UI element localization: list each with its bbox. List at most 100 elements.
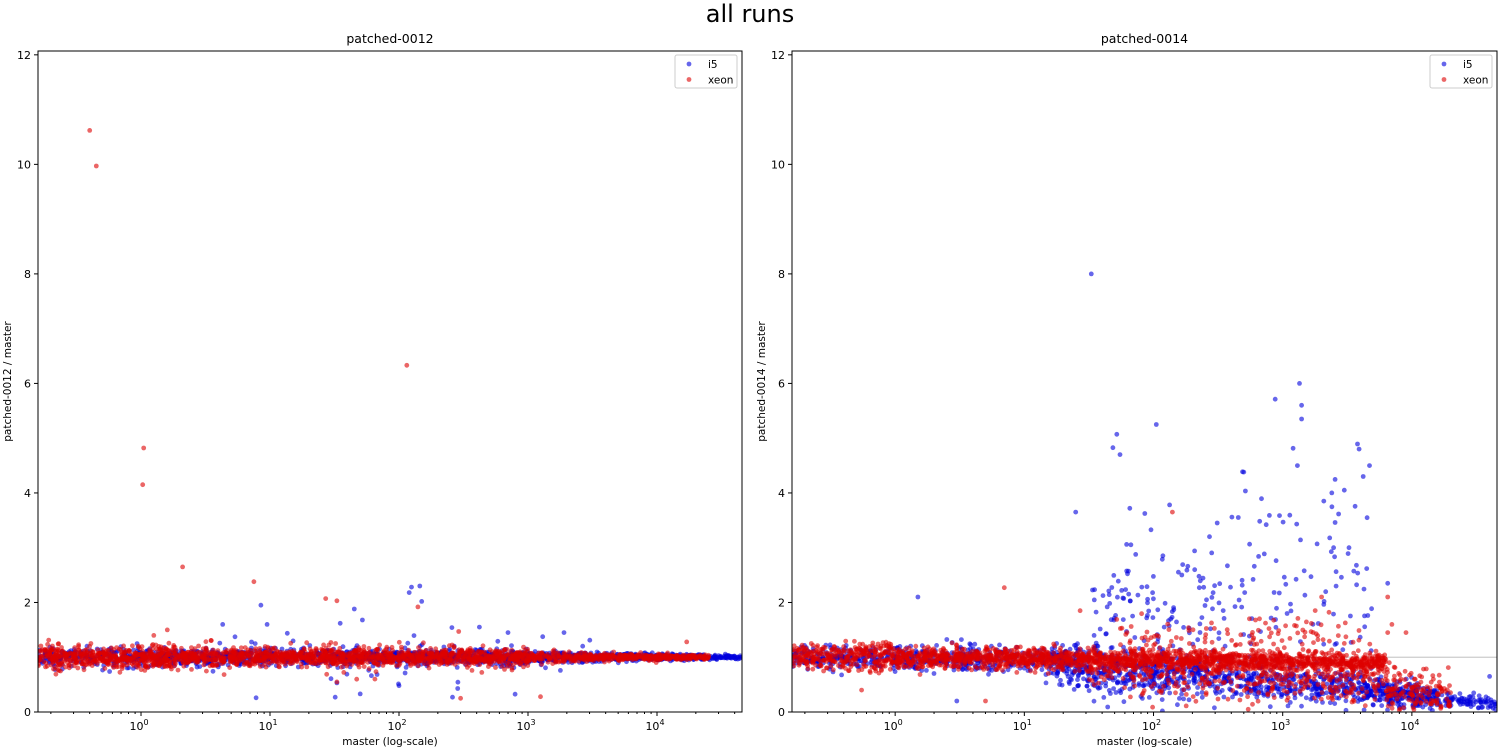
data-point-xeon (203, 657, 208, 662)
data-point-xeon (547, 656, 552, 661)
data-point-i5 (1040, 667, 1045, 672)
data-point-xeon (367, 646, 372, 651)
data-point-i5 (333, 695, 338, 700)
data-point-xeon (374, 669, 379, 674)
data-point-i5 (217, 641, 222, 646)
data-point-xeon (288, 641, 293, 646)
data-point-xeon (397, 640, 402, 645)
data-point-i5 (1177, 696, 1182, 701)
data-point-xeon (510, 653, 515, 658)
data-point-xeon (80, 657, 85, 662)
data-point-xeon (381, 663, 386, 668)
data-point-xeon (347, 658, 352, 663)
data-point-i5 (543, 665, 548, 670)
data-point-i5 (338, 621, 343, 626)
data-point-xeon (684, 640, 689, 645)
data-point-i5 (107, 669, 112, 674)
data-point-xeon (49, 648, 54, 653)
data-point-xeon (452, 644, 457, 649)
data-point-xeon (89, 641, 94, 646)
legend-label-i5: i5 (708, 59, 718, 71)
data-point-xeon (481, 651, 486, 656)
data-point-xeon (334, 658, 339, 663)
data-point-xeon (371, 659, 376, 664)
data-point-xeon (51, 667, 56, 672)
data-point-xeon (479, 670, 484, 675)
data-point-xeon (223, 656, 228, 661)
data-point-xeon (103, 666, 108, 671)
data-point-xeon (304, 665, 309, 670)
data-point-xeon (504, 661, 509, 666)
data-point-xeon (672, 655, 677, 660)
data-point-xeon (666, 657, 671, 662)
data-point-xeon (430, 650, 435, 655)
data-point-xeon (165, 657, 170, 662)
data-point-xeon (204, 648, 209, 653)
data-point-xeon (617, 656, 622, 661)
data-point-xeon (567, 649, 572, 654)
data-point-xeon (556, 660, 561, 665)
data-point-xeon (496, 652, 501, 657)
x-tick-label: 101 (258, 718, 277, 733)
data-point-xeon (167, 641, 172, 646)
data-point-xeon (56, 654, 61, 659)
data-point-xeon (501, 656, 506, 661)
x-tick-label: 102 (387, 718, 406, 733)
data-point-xeon (374, 647, 379, 652)
x-tick-label: 100 (129, 718, 148, 733)
data-point-xeon (273, 659, 278, 664)
data-point-xeon (228, 656, 233, 661)
data-point-xeon (510, 668, 515, 673)
data-point-xeon (645, 655, 650, 660)
data-point-xeon (335, 598, 340, 603)
data-point-xeon (172, 664, 177, 669)
data-point-xeon (165, 628, 170, 633)
data-point-xeon (114, 665, 119, 670)
data-point-xeon (329, 649, 334, 654)
data-point-i5 (718, 655, 723, 660)
data-point-xeon (245, 650, 250, 655)
data-point-xeon (222, 672, 227, 677)
data-point-xeon (377, 643, 382, 648)
x-tick-label: 104 (645, 718, 664, 733)
data-point-i5 (580, 644, 585, 649)
data-point-xeon (122, 655, 127, 660)
data-point-xeon (490, 655, 495, 660)
data-point-i5 (455, 686, 460, 691)
data-point-xeon (462, 651, 467, 656)
data-point-xeon (518, 662, 523, 667)
data-point-xeon (57, 668, 62, 673)
data-point-xeon (103, 652, 108, 657)
data-point-xeon (582, 658, 587, 663)
data-point-xeon (387, 653, 392, 658)
data-point-xeon (561, 652, 566, 657)
x-tick-exponent: 3 (530, 718, 535, 727)
data-point-xeon (521, 651, 526, 656)
data-point-xeon (525, 647, 530, 652)
data-point-xeon (395, 658, 400, 663)
data-point-xeon (87, 128, 92, 133)
data-point-xeon (144, 655, 149, 660)
data-point-i5 (254, 695, 259, 700)
data-point-xeon (179, 646, 184, 651)
y-tick-label: 10 (17, 158, 31, 171)
data-point-xeon (350, 650, 355, 655)
data-point-xeon (56, 642, 61, 647)
data-point-xeon (550, 661, 555, 666)
x-tick-base: 10 (129, 720, 143, 733)
data-point-xeon (352, 659, 357, 664)
data-point-xeon (319, 647, 324, 652)
data-point-xeon (436, 655, 441, 660)
data-point-xeon (552, 648, 557, 653)
data-point-xeon (79, 651, 84, 656)
series-xeon (36, 128, 711, 701)
data-point-i5 (495, 639, 500, 644)
data-point-xeon (314, 646, 319, 651)
data-point-xeon (173, 657, 178, 662)
data-point-xeon (333, 641, 338, 646)
data-point-xeon (357, 647, 362, 652)
y-tick-label: 4 (24, 487, 31, 500)
data-point-xeon (213, 663, 218, 668)
